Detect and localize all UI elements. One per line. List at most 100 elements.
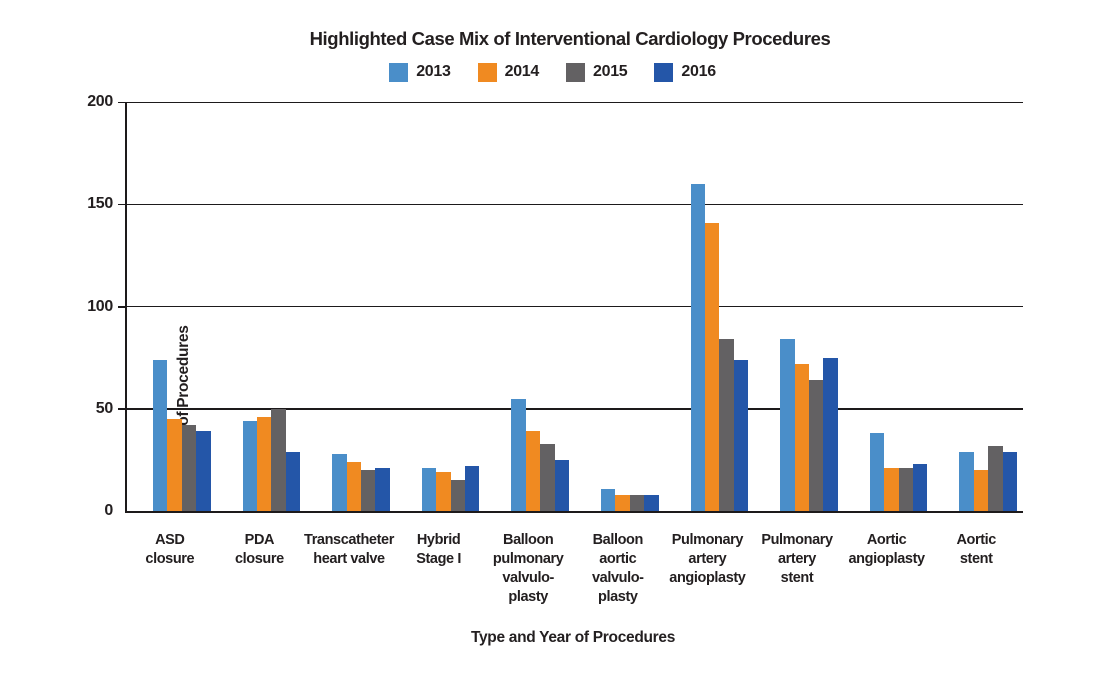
bar-group-aortic-stent: [933, 102, 1023, 511]
bar-group-asd-closure: [127, 102, 217, 511]
legend: 2013 2014 2015 2016: [0, 60, 1095, 84]
bar-2016-balloon-aortic-valvulo-plasty: [644, 494, 659, 511]
x-category-label-line: Transcatheter: [304, 532, 394, 548]
bar-2013-pulmonary-artery-stent: [780, 339, 795, 511]
bar-2014-balloon-pulmonary-valvulo-plasty: [525, 431, 541, 511]
bar-2013-aortic-angioplasty: [869, 433, 885, 511]
x-category-label-line: Stage I: [416, 551, 461, 567]
bar-2014-hybrid-stage-i: [436, 472, 451, 511]
x-category-label-line: valvulo-: [502, 570, 554, 586]
legend-swatch-2013: [389, 62, 409, 82]
x-category-label-transcatheter-heart-valve: Transcatheter heart valve: [294, 531, 404, 569]
gridline-100: [127, 306, 1023, 308]
x-category-label-line: Pulmonary: [671, 532, 744, 548]
bar-group-balloon-pulmonary-valvulo-plasty: [485, 102, 575, 511]
bar-2013-asd-closure: [153, 359, 168, 511]
legend-item-2013: 2013: [389, 62, 451, 82]
x-category-label-line: artery: [778, 551, 816, 567]
bar-group-hybrid-stage-i: [396, 102, 486, 511]
bar-2016-pulmonary-artery-stent: [823, 357, 838, 511]
bar-2013-transcatheter-heart-valve: [332, 453, 347, 511]
x-category-label-line: angioplasty: [848, 551, 926, 567]
legend-swatch-2015: [566, 62, 585, 82]
bar-2014-asd-closure: [167, 418, 182, 511]
bar-2014-pda-closure: [256, 416, 272, 511]
x-category-label-asd-closure: ASD closure: [115, 531, 225, 569]
legend-item-2014: 2014: [477, 62, 540, 82]
bar-2016-balloon-pulmonary-valvulo-plasty: [554, 459, 569, 511]
x-category-label-balloon-aortic-valvulo-plasty: Balloon aortic valvulo-plasty: [563, 531, 673, 607]
x-category-label-aortic-stent: Aortic stent: [921, 531, 1031, 569]
gridline-200: [127, 101, 1023, 103]
bar-2016-transcatheter-heart-valve: [375, 468, 390, 511]
x-category-label-line: Aortic: [956, 532, 996, 548]
bar-2016-aortic-stent: [1002, 451, 1017, 511]
bar-2013-aortic-stent: [959, 451, 974, 511]
y-tick-label-50: 50: [95, 399, 114, 417]
bar-2014-pulmonary-artery-stent: [794, 363, 809, 511]
gridline-50: [127, 408, 1023, 410]
bar-2016-hybrid-stage-i: [464, 466, 480, 511]
x-category-label-line: ASD: [155, 532, 185, 548]
x-category-label-line: Pulmonary: [761, 532, 833, 548]
bar-2015-transcatheter-heart-valve: [360, 470, 376, 511]
x-category-label-pulmonary-artery-angioplasty: Pulmonary artery angioplasty: [653, 531, 763, 588]
bar-2015-balloon-pulmonary-valvulo-plasty: [540, 443, 555, 511]
bar-2013-pda-closure: [242, 421, 257, 511]
legend-swatch-2016: [654, 62, 674, 82]
y-tick-label-0: 0: [104, 502, 113, 519]
x-category-label-balloon-pulmonary-valvulo-plasty: Balloon pulmonary valvulo-plasty: [473, 531, 583, 607]
bar-2015-balloon-aortic-valvulo-plasty: [629, 494, 645, 511]
bar-2015-pulmonary-artery-stent: [808, 380, 824, 511]
x-category-label-pda-closure: PDA closure: [205, 531, 315, 569]
bar-2016-pda-closure: [285, 451, 301, 511]
y-tick-mark: [118, 408, 125, 410]
bar-2015-aortic-stent: [988, 445, 1003, 511]
legend-label: 2014: [504, 63, 540, 80]
bar-2014-aortic-stent: [973, 470, 989, 511]
x-category-label-line: plasty: [508, 589, 548, 605]
y-tick-mark: [118, 306, 125, 308]
bar-2016-pulmonary-artery-angioplasty: [733, 359, 749, 511]
bar-2014-balloon-aortic-valvulo-plasty: [615, 494, 630, 511]
x-category-label-hybrid-stage-i: Hybrid Stage I: [384, 531, 494, 569]
bar-2013-pulmonary-artery-angioplasty: [690, 183, 705, 511]
gridline-150: [127, 203, 1023, 206]
x-category-label-line: Balloon: [592, 532, 644, 548]
bar-2016-aortic-angioplasty: [912, 463, 928, 511]
legend-item-2016: 2016: [654, 62, 716, 82]
bar-2015-asd-closure: [181, 425, 197, 511]
x-category-label-pulmonary-artery-stent: Pulmonary artery stent: [742, 531, 852, 588]
x-category-label-line: closure: [235, 551, 284, 567]
y-tick-label-150: 150: [87, 195, 113, 213]
y-tick-label-200: 200: [87, 93, 113, 110]
bar-group-transcatheter-heart-valve: [306, 102, 396, 511]
bar-2013-hybrid-stage-i: [421, 468, 437, 511]
legend-label: 2015: [593, 63, 628, 80]
bar-group-pulmonary-artery-stent: [754, 102, 844, 511]
x-category-label-line: Balloon: [503, 532, 554, 548]
bar-group-balloon-aortic-valvulo-plasty: [575, 102, 665, 511]
x-category-label-line: plasty: [598, 589, 638, 605]
x-category-label-line: Hybrid: [416, 532, 461, 548]
x-category-label-line: angioplasty: [669, 570, 746, 586]
bar-2014-pulmonary-artery-angioplasty: [704, 222, 720, 511]
bar-2015-pda-closure: [271, 408, 286, 511]
x-category-label-line: aortic: [599, 551, 637, 567]
bar-2014-aortic-angioplasty: [884, 468, 899, 511]
y-tick-mark: [118, 101, 125, 103]
y-tick-label-100: 100: [87, 297, 113, 315]
x-category-label-line: Aortic: [866, 532, 907, 548]
bar-2015-aortic-angioplasty: [898, 468, 913, 511]
x-category-label-line: pulmonary: [492, 551, 564, 567]
chart-title: Highlighted Case Mix of Interventional C…: [309, 28, 831, 49]
bar-group-aortic-angioplasty: [844, 102, 934, 511]
x-category-label-line: stent: [780, 570, 814, 586]
legend-label: 2016: [681, 63, 716, 80]
bar-2013-balloon-aortic-valvulo-plasty: [601, 488, 616, 511]
x-category-label-line: valvulo-: [592, 570, 644, 586]
x-axis-title: Type and Year of Procedures: [470, 629, 676, 646]
x-category-label-line: heart valve: [313, 551, 385, 567]
bar-2015-pulmonary-artery-angioplasty: [719, 339, 734, 511]
